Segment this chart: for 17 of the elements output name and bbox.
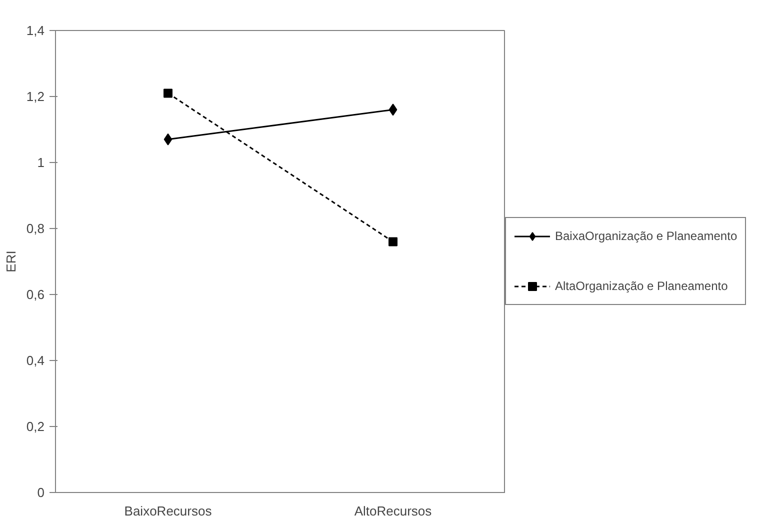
point: [164, 88, 172, 98]
x-tick-label: BaixoRecursos: [124, 504, 212, 518]
point: [388, 104, 398, 116]
y-tick-label: 0,2: [26, 419, 45, 434]
y-axis-title: ERI: [3, 250, 18, 272]
legend-label: BaixaOrganização e Planeamento: [555, 229, 738, 243]
y-tick-label: 0,8: [26, 221, 45, 236]
y-tick-label: 1,4: [26, 23, 45, 38]
y-tick-label: 0,4: [26, 353, 45, 368]
y-tick-label: 1: [37, 155, 45, 170]
point: [164, 133, 172, 146]
point: [388, 237, 398, 246]
y-tick-label: 1,2: [26, 89, 45, 104]
legend-label: AltaOrganização e Planeamento: [555, 279, 728, 293]
y-tick-label: 0: [37, 485, 45, 500]
x-tick-label: AltoRecursos: [354, 504, 432, 518]
y-tick-label: 0,6: [26, 287, 45, 302]
